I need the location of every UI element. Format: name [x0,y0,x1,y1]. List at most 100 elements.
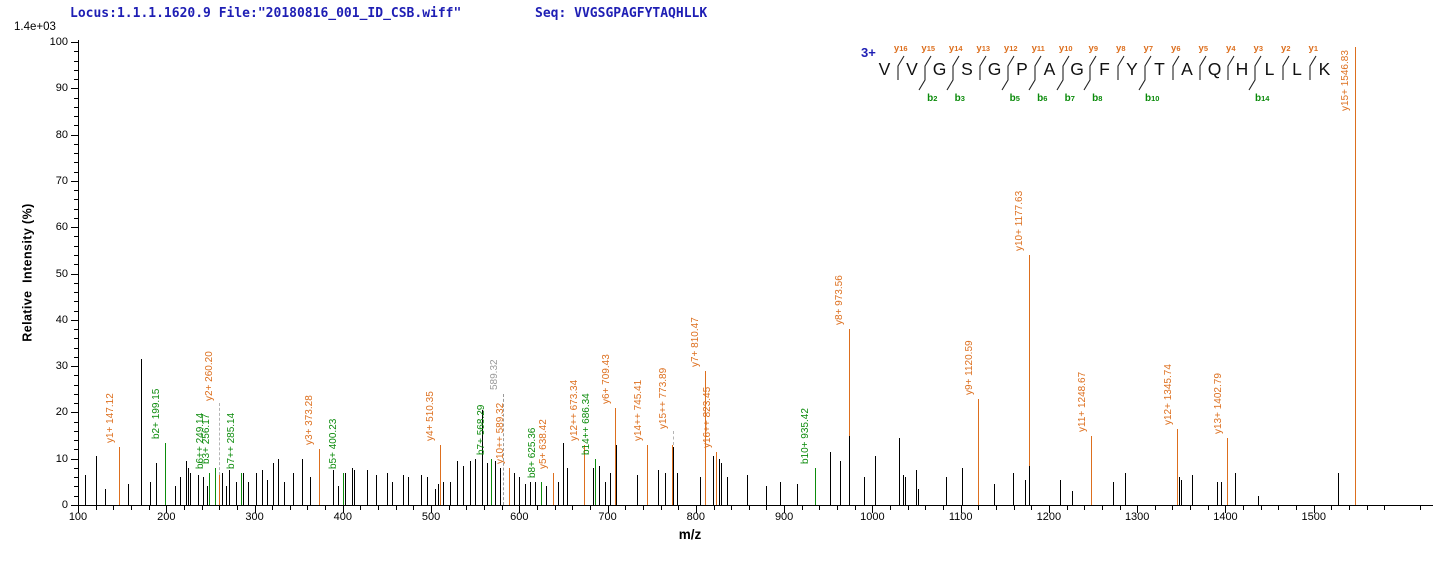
x-tick-label: 1100 [948,511,973,523]
peak-line [765,486,767,505]
peak-label: y9+ 1120.59 [963,339,975,395]
peak-line [677,472,679,505]
y-tick-label: 30 [55,360,68,373]
peak-line [84,474,86,505]
peak-line [386,472,388,505]
peak-line [1113,481,1115,505]
y-tick [71,134,78,136]
peak-line [713,456,715,505]
y-axis-line [78,40,79,506]
x-minor-tick [448,506,450,510]
x-minor-tick [731,506,733,510]
peak-line [874,456,876,505]
x-minor-tick [907,506,909,510]
x-minor-tick [589,506,591,510]
locus-file-label: Locus:1.1.1.1620.9 File:"20180816_001_ID… [70,6,462,21]
peak-line [746,474,748,505]
peak-line [267,479,269,505]
peak-line [848,329,850,505]
peak-line [439,444,441,505]
x-minor-tick [130,506,132,510]
peak-label: y5+ 638.42 [538,418,550,469]
peak-line [562,442,564,505]
y-tick-label: 90 [55,82,68,95]
peak-line [915,470,917,505]
y-tick-label: 0 [61,499,68,511]
peak-line [1257,495,1259,505]
peak-line [185,461,187,505]
peak-line [716,451,718,505]
peak-line [197,474,199,505]
x-minor-tick [943,506,944,510]
peak-line [352,467,353,505]
x-minor-tick [378,506,380,510]
y-tick [71,42,78,43]
x-minor-tick [1031,506,1033,510]
x-tick [1048,506,1050,513]
peak-label: y15+ 1546.83 [1340,49,1352,111]
x-minor-tick [1349,506,1351,510]
peak-line [905,477,907,505]
peak-line [704,370,706,505]
x-minor-tick [660,506,662,510]
peak-line [779,481,781,505]
x-tick-label: 400 [333,511,352,523]
peak-label: b8+ 625.36 [526,427,538,478]
peak-line [273,463,275,505]
peak-line [96,456,98,505]
x-minor-tick [801,506,803,510]
x-minor-tick [272,506,274,510]
peak-line [615,407,617,505]
x-tick-label: 200 [157,511,176,523]
peak-line [946,477,948,505]
x-minor-tick [1172,506,1174,510]
y-tick-label: 60 [55,221,68,234]
x-tick [78,506,79,513]
x-tick-label: 1000 [860,511,885,523]
y-tick [71,458,78,460]
x-minor-tick [890,506,892,510]
x-minor-tick [854,506,856,510]
x-minor-tick [1101,506,1103,510]
x-minor-tick [413,506,415,510]
x-minor-tick [484,506,486,510]
peak-line [1028,254,1030,505]
x-tick-label: 100 [68,511,88,523]
peak-line [261,470,263,505]
x-minor-tick [466,506,468,510]
peak-line [503,393,505,505]
peak-line [864,477,866,505]
peak-line [595,458,597,505]
x-minor-tick [925,506,927,510]
peak-line [1338,472,1340,505]
peak-line [187,467,189,505]
x-minor-tick [554,506,556,510]
peak-line [903,474,905,505]
peak-line [366,470,368,505]
y-tick [71,366,78,368]
peak-line [293,472,295,505]
x-minor-tick [113,506,115,510]
peak-line [534,481,536,505]
peak-label: y7+ 810.47 [690,316,702,367]
peak-line [726,477,728,505]
peak-line [318,449,320,505]
peak-label: b7++ 285.14 [226,412,238,469]
x-tick-label: 800 [686,511,706,523]
x-tick-label: 1500 [1301,511,1326,523]
x-tick-label: 1300 [1124,511,1150,523]
peak-line [541,481,543,505]
peak-line [1216,481,1218,505]
peak-line [202,477,204,505]
peak-line [278,458,280,505]
x-minor-tick [1207,506,1209,510]
x-minor-tick [766,506,768,510]
x-tick [784,506,786,513]
x-minor-tick [678,506,680,510]
peak-label: b14++ 686.34 [580,392,592,455]
x-tick [1137,506,1139,513]
peak-line [475,458,477,505]
peak-label: y2+ 260.20 [204,351,216,402]
peak-line [839,461,841,505]
